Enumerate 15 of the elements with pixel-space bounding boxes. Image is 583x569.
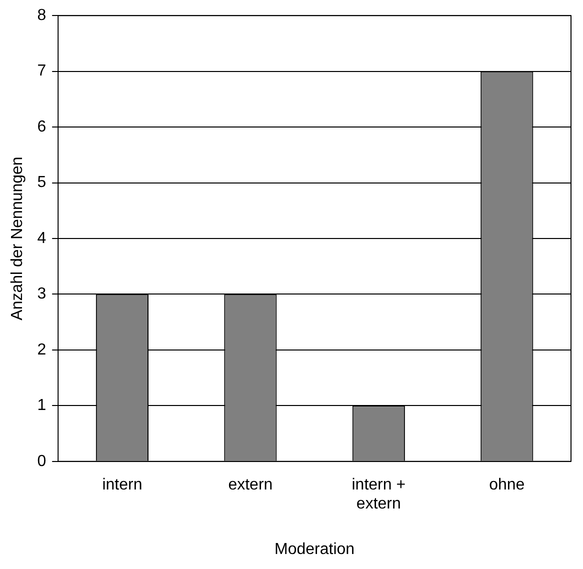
y-tick-label: 8 (37, 7, 46, 24)
y-axis-title: Anzahl der Nennungen (9, 156, 26, 320)
y-tick-label: 6 (37, 118, 46, 136)
x-axis-title: Moderation (274, 540, 355, 558)
x-tick-label: ohne (489, 476, 525, 494)
y-tick-label: 2 (37, 341, 46, 358)
x-tick-label: intern + extern (352, 476, 406, 513)
y-tick-label: 5 (37, 174, 46, 192)
y-tick-label: 0 (37, 452, 46, 470)
y-tick-label: 7 (37, 62, 46, 80)
x-tick-label: intern (102, 476, 142, 494)
y-tick-label: 3 (37, 286, 46, 303)
y-tick-label: 1 (37, 397, 46, 414)
y-tick-label: 4 (37, 230, 46, 247)
x-tick-label: extern (228, 476, 273, 494)
